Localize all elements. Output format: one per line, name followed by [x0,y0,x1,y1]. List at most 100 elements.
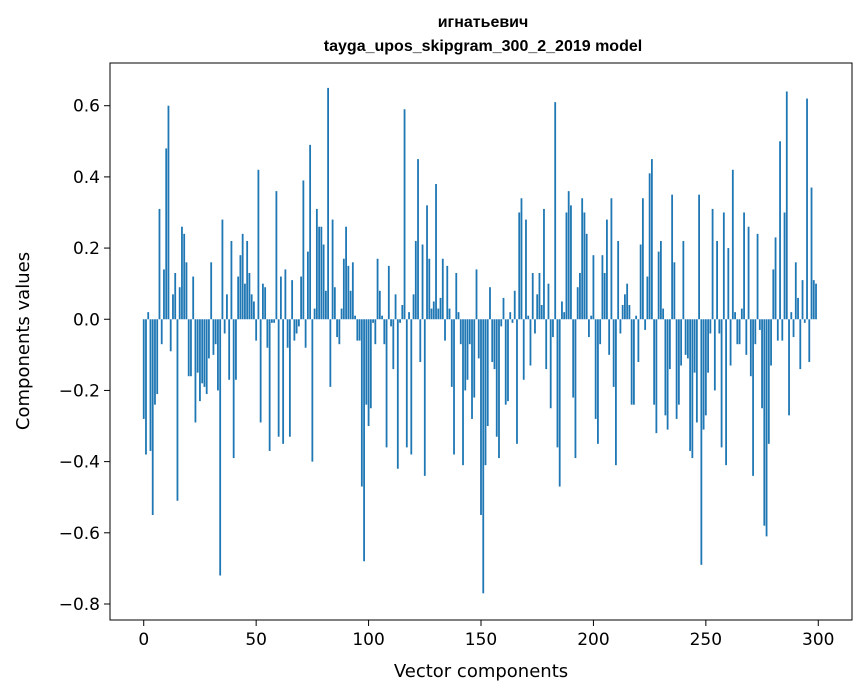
bar [509,312,512,320]
bar [262,283,264,320]
bar [428,258,431,320]
bar [691,319,694,459]
bar [518,212,521,320]
bar [686,319,689,359]
bar [172,294,174,320]
ticks-group: 0 50 100 150 200 250 300 −0.8 −0.6 −0.4 −0.2 0.0 0.2… [59,97,835,650]
bar [615,319,617,466]
bar [309,144,312,320]
plot-frame [109,62,853,621]
bar [650,159,653,320]
bar [374,319,377,345]
bar [399,319,401,323]
bar [232,319,235,459]
bar [282,319,285,444]
bar [810,187,813,320]
bar [194,319,197,423]
bar [410,319,413,455]
bar [504,319,507,405]
bar [239,255,242,320]
bar [785,91,788,320]
bar [284,269,287,320]
bar [230,240,233,320]
bar [621,305,624,320]
bar [390,319,392,327]
bar [727,248,730,320]
bar [624,294,626,320]
bar [738,319,741,345]
bar [275,191,278,320]
bar [318,226,321,320]
bar [210,262,213,320]
bar [666,319,669,430]
bar [401,305,404,320]
bar [655,319,658,434]
bar [338,319,341,345]
bar [713,319,716,391]
bar [181,226,183,320]
bar [761,319,763,409]
y-tick-label: 0.2 [73,239,100,259]
bar [754,319,757,345]
bar [619,319,622,334]
bar [394,294,397,320]
bar [423,319,426,476]
bar [248,272,251,320]
bar [594,319,597,419]
y-axis-label: Components values [13,252,34,430]
bar [680,319,683,366]
bar [244,283,246,320]
bar [149,319,152,451]
bar [704,319,707,416]
bar [684,319,687,355]
x-tick-label: 200 [577,630,609,650]
bar [145,319,147,455]
bar [794,262,797,320]
y-tick-label: −0.8 [59,595,100,615]
bar [446,265,449,320]
bar [378,290,381,320]
bar [396,319,399,469]
y-tick-label: −0.6 [59,524,100,544]
bar [608,319,611,355]
bar [147,312,150,320]
bar [226,294,228,320]
bar [167,105,170,320]
bar [482,319,485,594]
bar [711,208,714,320]
bar [453,319,455,455]
bar [376,258,379,320]
bar [196,319,199,373]
bar [779,141,781,320]
bar [576,287,579,320]
bar [268,319,271,451]
bar [574,319,577,459]
bar [707,319,709,373]
bar [212,319,215,355]
bar [250,294,253,320]
bar [644,319,647,330]
bar [333,287,336,320]
bar [522,319,525,380]
bar [228,319,231,380]
bar [639,244,642,320]
bar [749,319,752,377]
bar [313,308,316,320]
bar [511,319,514,323]
bar [554,102,557,320]
bar [693,319,696,373]
bar [369,319,372,409]
bar [358,319,361,341]
bar [279,276,282,320]
bar [767,319,770,444]
bar [241,233,244,320]
bar [154,319,156,405]
bar [682,240,685,320]
bar [513,290,516,320]
bar [392,319,395,370]
bar [419,319,422,362]
bar [176,319,179,501]
bar [259,319,262,423]
bar [612,319,615,387]
bar [264,287,267,320]
